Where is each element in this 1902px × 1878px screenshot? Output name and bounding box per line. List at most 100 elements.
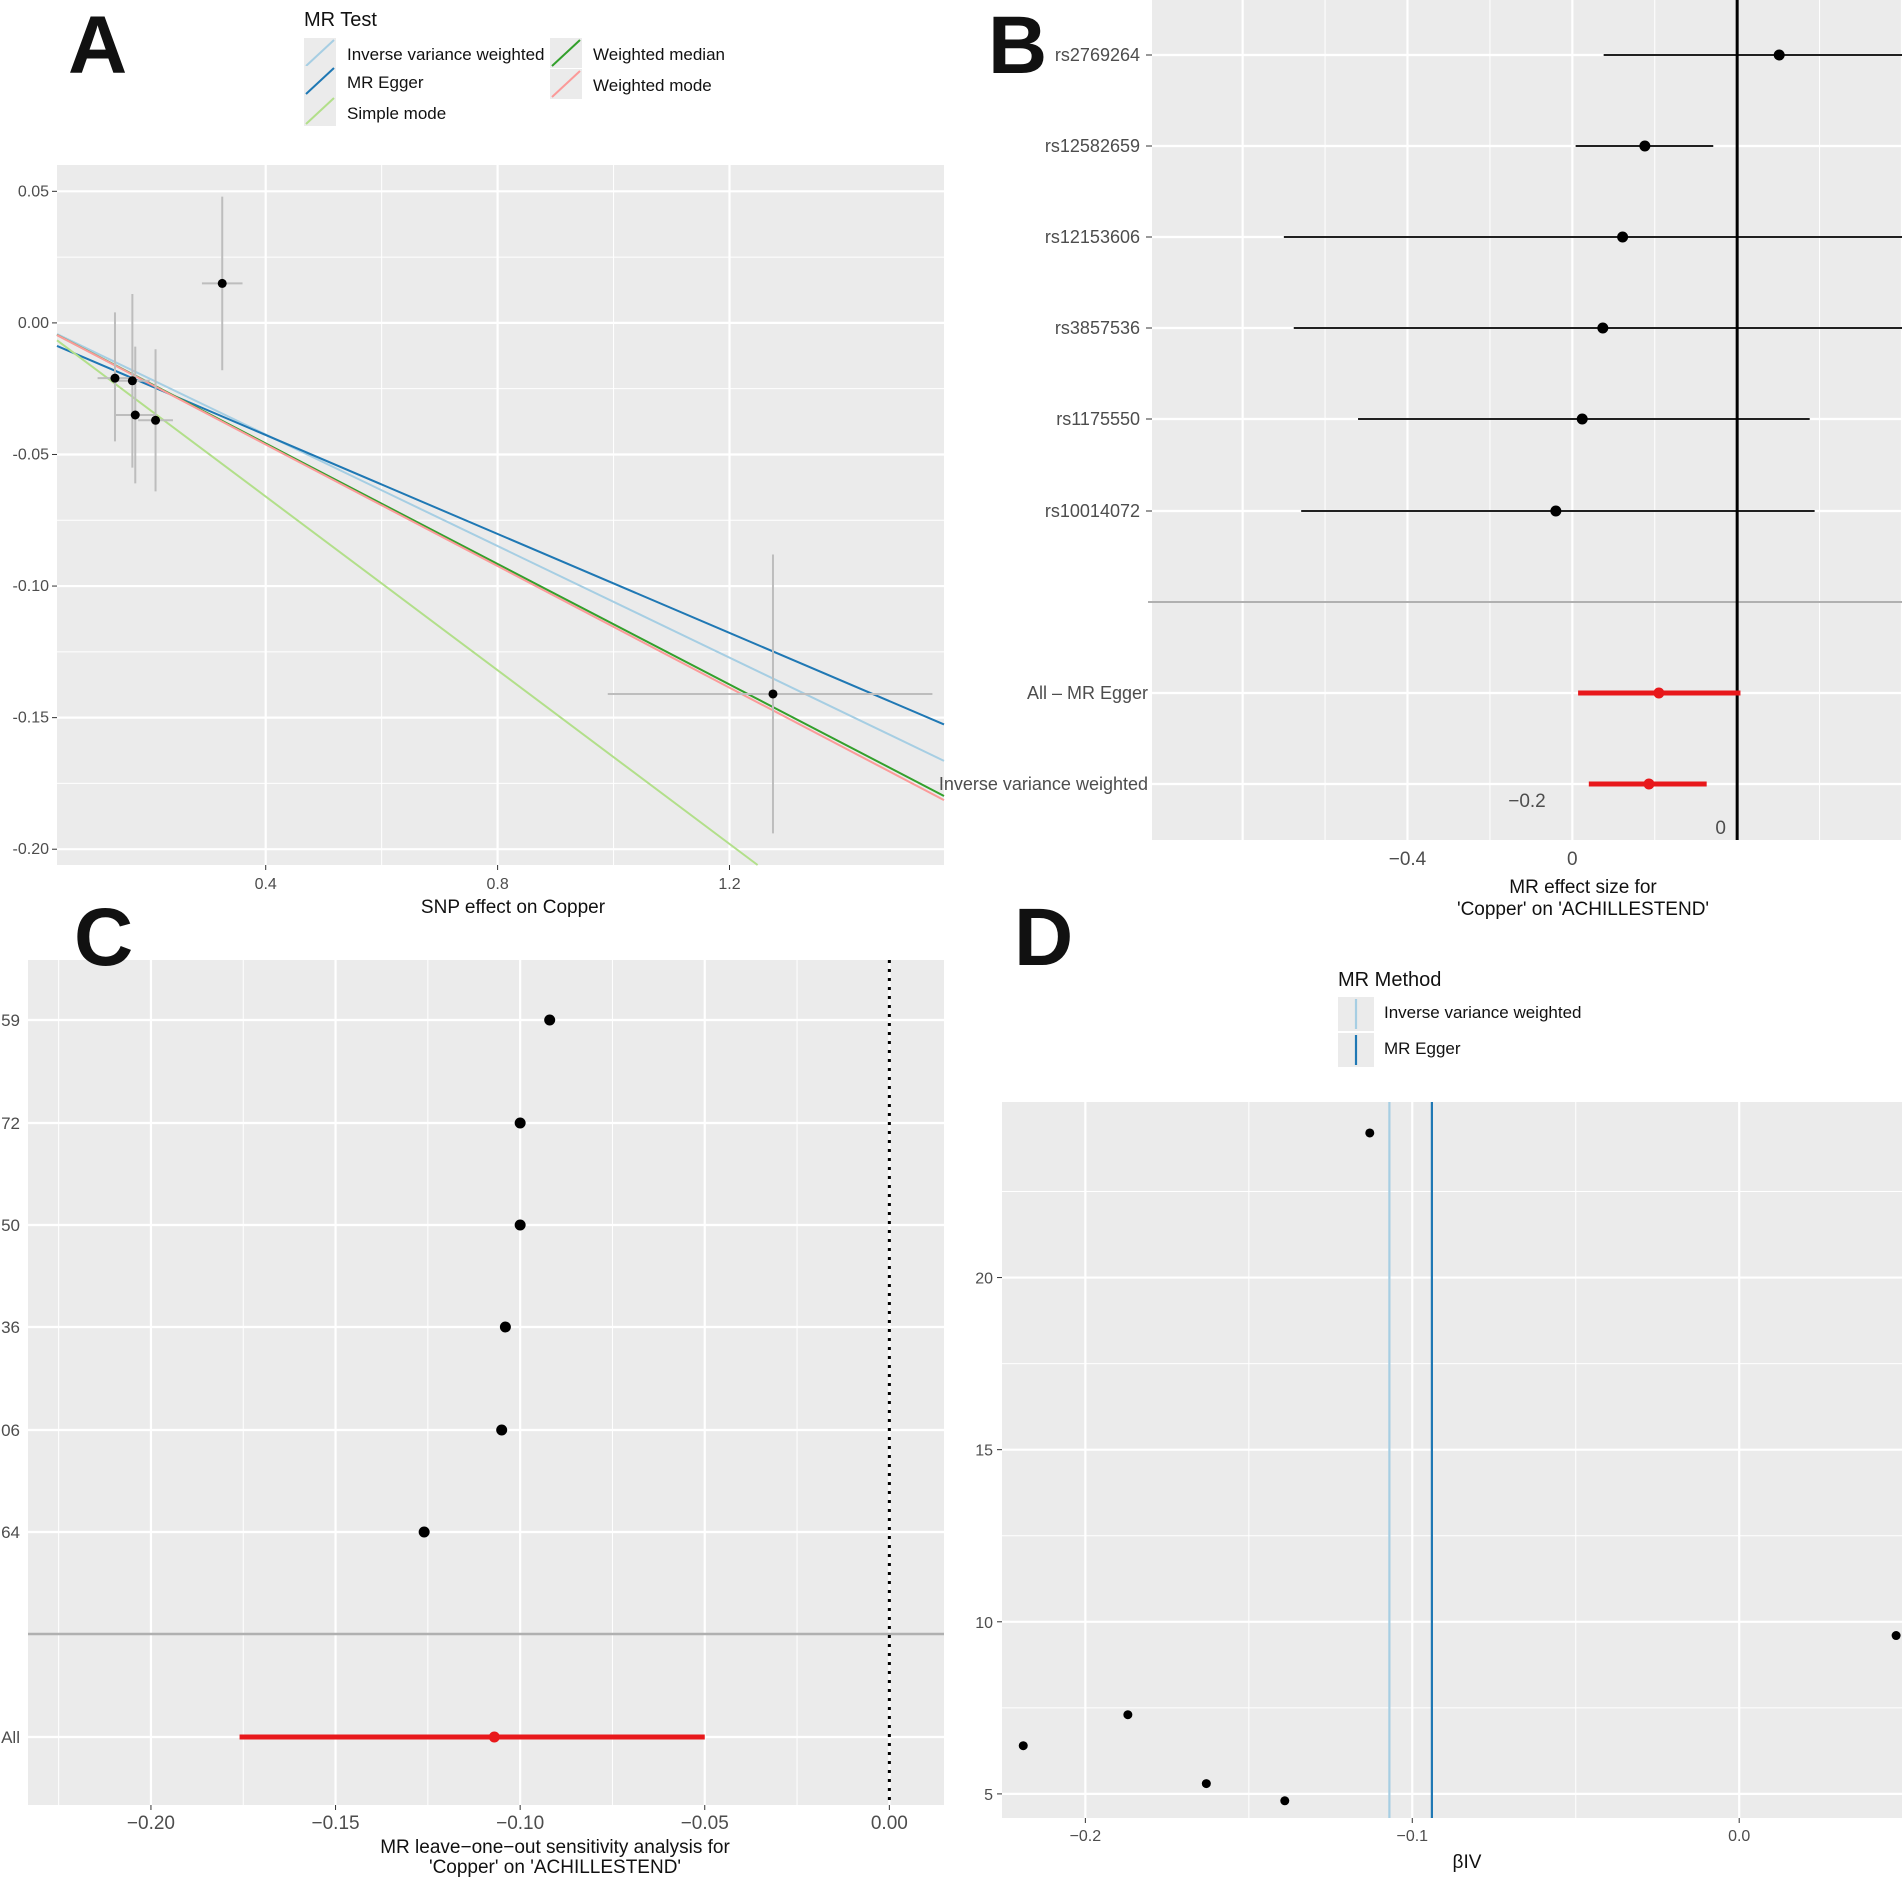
panel-a-plot-area bbox=[57, 165, 944, 865]
panel-d-tick-labels: −0.2 −0.1 0.0 5 10 15 20 bbox=[975, 1271, 1750, 1845]
panel-d: D −0.2 −0.1 0.0 5 10 15 20 βIV MR Method Inver… bbox=[975, 892, 1902, 1873]
b-row-label: All – MR Egger bbox=[1027, 683, 1148, 703]
b-overlay-label: −0.2 bbox=[1508, 791, 1546, 812]
legend-a-key-weighted-mode bbox=[551, 70, 581, 98]
c-row-label: 72 bbox=[1, 1114, 20, 1133]
panel-b: rs2769264 rs12582659 rs12153606 rs3857536 rs… bbox=[939, 0, 1902, 920]
a-line-ivw bbox=[56, 333, 945, 762]
c-loo-point bbox=[544, 1014, 556, 1026]
b-overlay-label: 0 bbox=[1715, 818, 1726, 839]
a-x-tick-label: 0.4 bbox=[255, 876, 277, 893]
a-y-tick-label: -0.15 bbox=[13, 710, 50, 727]
panel-d-legend: MR Method Inverse variance weighted MR E… bbox=[1338, 969, 1582, 1067]
d-y-tick-label: 20 bbox=[975, 1271, 993, 1288]
panel-letter-a: A bbox=[68, 0, 127, 91]
a-point bbox=[151, 415, 161, 425]
c-x-tick-label: 0.00 bbox=[871, 1813, 908, 1834]
d-point bbox=[1123, 1710, 1133, 1720]
c-x-tick-label: −0.10 bbox=[496, 1813, 544, 1834]
b-summary-point bbox=[1653, 687, 1665, 699]
b-snp-point bbox=[1550, 505, 1562, 517]
b-row-label: Inverse variance weighted bbox=[939, 774, 1148, 794]
legend-a-label-simple-mode: Simple mode bbox=[347, 104, 446, 123]
legend-a-label-egger: MR Egger bbox=[347, 73, 424, 92]
legend-a-label-weighted-mode: Weighted mode bbox=[593, 76, 712, 95]
c-loo-point bbox=[496, 1424, 508, 1436]
b-summary-point bbox=[1643, 778, 1655, 790]
b-row-label: rs10014072 bbox=[1045, 501, 1140, 521]
a-point bbox=[217, 278, 227, 288]
panel-letter-d: D bbox=[1014, 892, 1073, 983]
a-line-weighted-mode bbox=[56, 334, 945, 801]
c-x-tick-label: −0.20 bbox=[127, 1813, 175, 1834]
d-point bbox=[1365, 1128, 1375, 1138]
a-y-tick-label: 0.05 bbox=[18, 183, 49, 200]
a-y-tick-label: -0.10 bbox=[13, 578, 50, 595]
panel-d-gridlines bbox=[1002, 1102, 1902, 1818]
panel-a-regression-lines bbox=[56, 333, 945, 866]
d-y-tick-label: 5 bbox=[984, 1787, 993, 1804]
panel-b-rows bbox=[1283, 49, 1902, 790]
b-snp-point bbox=[1617, 231, 1629, 243]
b-snp-point bbox=[1773, 49, 1785, 61]
d-y-tick-label: 15 bbox=[975, 1443, 993, 1460]
panel-a-points bbox=[97, 196, 933, 834]
legend-a-label-weighted-median: Weighted median bbox=[593, 45, 725, 64]
a-line-egger bbox=[56, 345, 945, 726]
c-loo-point bbox=[514, 1117, 526, 1129]
panel-letter-c: C bbox=[74, 892, 133, 983]
panel-b-tick-labels: rs2769264 rs12582659 rs12153606 rs3857536 rs… bbox=[939, 45, 1726, 870]
panel-d-method-lines bbox=[1388, 1102, 1433, 1818]
b-x-tick-label: 0 bbox=[1567, 849, 1578, 870]
b-x-tick-label: −0.4 bbox=[1389, 849, 1427, 870]
c-row-label: 59 bbox=[1, 1011, 20, 1030]
b-snp-point bbox=[1576, 413, 1588, 425]
panel-d-x-axis-title: βIV bbox=[1453, 1852, 1482, 1873]
d-y-tick-label: 10 bbox=[975, 1615, 993, 1632]
b-row-label: rs12153606 bbox=[1045, 227, 1140, 247]
c-loo-point bbox=[514, 1219, 526, 1231]
b-row-label: rs3857536 bbox=[1055, 318, 1140, 338]
panel-b-x-axis-title-line1: MR effect size for bbox=[1509, 877, 1657, 898]
d-point bbox=[1280, 1796, 1290, 1806]
b-row-label: rs1175550 bbox=[1056, 409, 1140, 429]
c-x-tick-label: −0.05 bbox=[681, 1813, 729, 1834]
c-row-label: 06 bbox=[1, 1421, 20, 1440]
d-point bbox=[1201, 1779, 1211, 1789]
panel-d-plot-area bbox=[1002, 1102, 1902, 1818]
c-row-label: 50 bbox=[1, 1216, 20, 1235]
panel-letter-b: B bbox=[988, 0, 1047, 91]
legend-d-label-egger: MR Egger bbox=[1384, 1039, 1461, 1058]
legend-d-label-ivw: Inverse variance weighted bbox=[1384, 1003, 1582, 1022]
d-x-tick-label: −0.1 bbox=[1396, 1828, 1428, 1845]
d-x-tick-label: −0.2 bbox=[1070, 1828, 1102, 1845]
c-summary-point bbox=[488, 1731, 500, 1743]
a-x-tick-label: 0.8 bbox=[486, 876, 508, 893]
a-point bbox=[130, 410, 140, 420]
a-line-simple-mode bbox=[56, 339, 759, 866]
panel-a-tick-labels: 0.4 0.8 1.2 0.05 0.00 -0.05 -0.10 -0.15 -0.20 bbox=[13, 183, 741, 893]
c-row-label: All bbox=[1, 1728, 20, 1747]
panel-c-tick-labels: 59 72 50 36 06 64 All −0.20 −0.15 −0.10 −0.05 0.00 bbox=[1, 1011, 908, 1834]
panel-c-x-axis-title-line1: MR leave−one−out sensitivity analysis fo… bbox=[380, 1837, 730, 1858]
panel-c-x-axis-title-line2: 'Copper' on 'ACHILLESTEND' bbox=[429, 1857, 681, 1878]
a-x-tick-label: 1.2 bbox=[718, 876, 740, 893]
c-loo-point bbox=[499, 1321, 511, 1333]
legend-a-key-egger bbox=[305, 67, 335, 95]
a-point bbox=[768, 689, 778, 699]
b-snp-point bbox=[1639, 140, 1651, 152]
panel-b-x-axis-title-line2: 'Copper' on 'ACHILLESTEND' bbox=[1457, 899, 1709, 920]
a-point bbox=[110, 373, 120, 383]
a-y-tick-label: -0.05 bbox=[13, 446, 50, 463]
legend-a-key-simple-mode bbox=[305, 97, 335, 125]
panel-c-rows bbox=[239, 1014, 705, 1743]
c-x-tick-label: −0.15 bbox=[312, 1813, 360, 1834]
panel-a-gridlines bbox=[57, 165, 944, 865]
panel-a-legend: MR Test Inverse variance weighted MR Egg… bbox=[304, 9, 725, 126]
legend-d-title: MR Method bbox=[1338, 969, 1441, 991]
panel-a-x-axis-title: SNP effect on Copper bbox=[421, 897, 606, 918]
panel-c-plot-area bbox=[28, 960, 944, 1805]
legend-a-title: MR Test bbox=[304, 9, 377, 31]
